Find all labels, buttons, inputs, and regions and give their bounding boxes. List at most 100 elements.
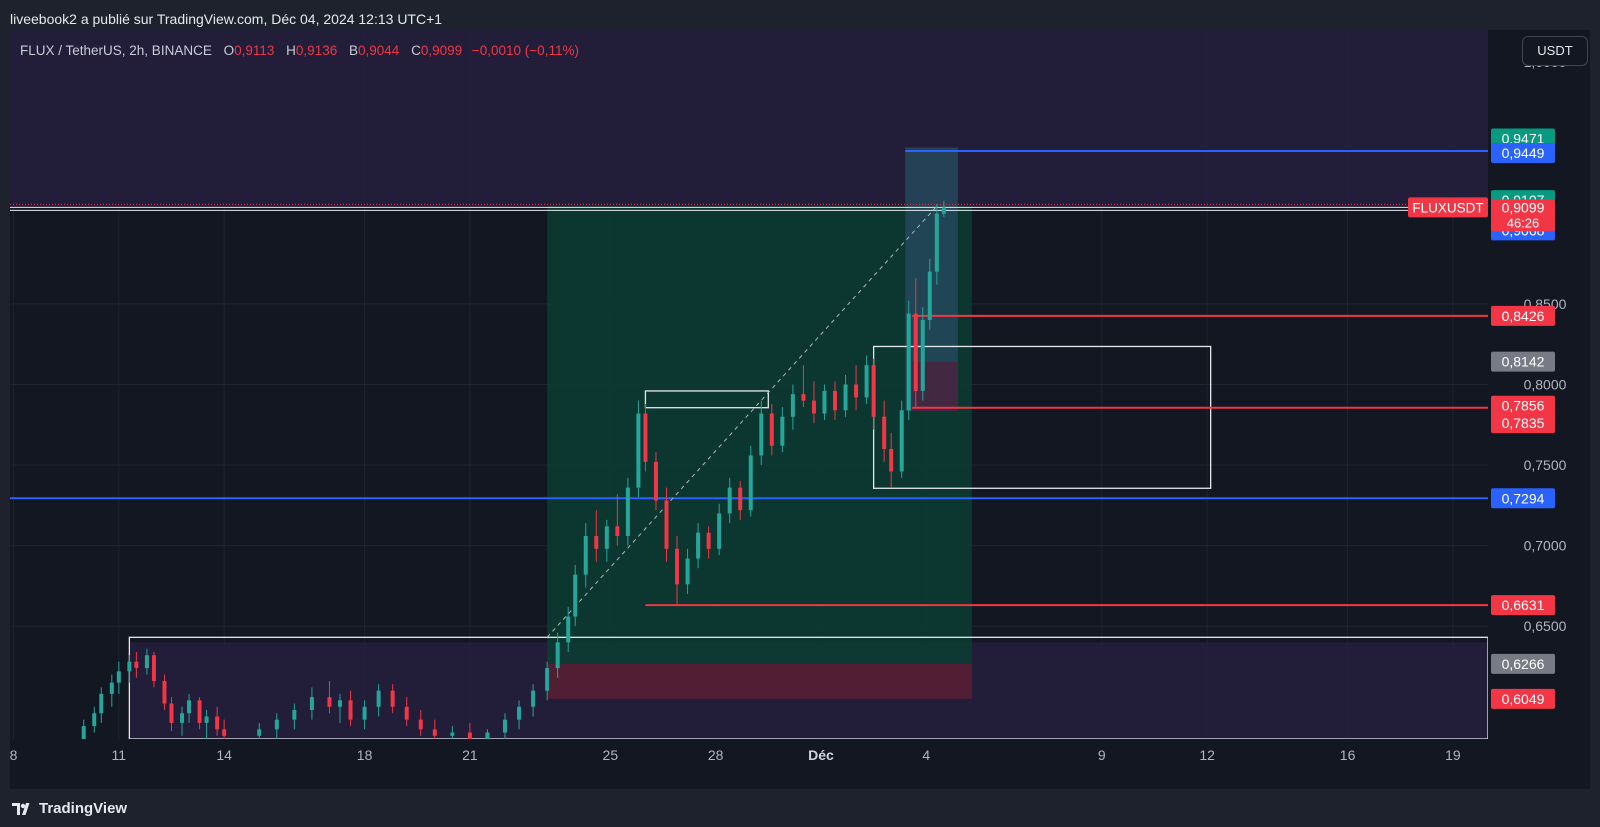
candle-up [696,532,701,559]
candle-up [941,207,946,214]
y-tick-label: 0,6500 [1524,618,1567,634]
candle-up [376,690,381,707]
candle-down [643,413,648,462]
y-tick-label: 0,8000 [1524,377,1567,393]
candle-up [583,535,588,575]
candle-up [822,390,827,414]
candle-up [636,413,641,488]
symbol-info[interactable]: FLUX / TetherUS, 2h, BINANCE [20,43,212,58]
candle-up [604,526,609,549]
y-tick-label: 0,7500 [1524,457,1567,473]
x-tick-label: 4 [922,747,930,763]
close-label: C [411,43,421,58]
footer: TradingView [0,789,1600,827]
tradingview-brand: TradingView [39,800,128,817]
y-tick-label: 0,7000 [1524,538,1567,554]
candle-up [625,487,630,536]
high-label: H [286,43,296,58]
last-price-label: 0,9099 [1502,199,1545,215]
x-tick-label: 25 [603,747,619,763]
candle-down [432,729,437,736]
candle-down [467,732,472,739]
x-tick-label: 18 [357,747,373,763]
candle-up [127,661,132,672]
x-tick-label: 11 [112,747,127,763]
candle-down [418,719,423,730]
candle-down [811,400,816,414]
x-tick-label: 8 [10,747,18,763]
price-label: 0,7294 [1502,490,1545,506]
candle-down [871,365,876,417]
candle-down [327,697,332,707]
candle-down [833,390,838,411]
open-label: O [223,43,235,58]
candle-up [906,313,911,411]
purple-zone-top[interactable] [10,30,1488,208]
change-value: −0,0010 (−0,11%) [471,43,579,58]
price-label-bg [1491,305,1555,326]
candle-down [854,384,859,398]
x-tick-label: 21 [462,747,478,763]
candle-up [566,616,571,643]
countdown-label: 46:26 [1507,215,1540,230]
candle-up [790,394,795,417]
price-label-bg [1491,595,1555,616]
candle-up [274,719,279,730]
candle-down [404,706,409,720]
high-value: 0,9136 [295,43,338,58]
candlestick-chart[interactable]: 1,00000,85000,80000,75000,70000,65008111… [10,30,1590,789]
x-tick-label: 19 [1445,747,1461,763]
candle-up [450,732,455,736]
ohlc-legend: FLUX / TetherUS, 2h, BINANCE O0,9113 H0,… [20,43,579,58]
consolidation-box-2[interactable] [644,390,769,409]
top-bar: liveebook2 a publié sur TradingView.com,… [0,0,1600,30]
candle-up [780,416,785,446]
candle-up [292,709,297,720]
candle-down [882,416,887,449]
candle-up [309,697,314,710]
price-label-bg [1491,395,1555,416]
candle-down [769,413,774,446]
candle-up [727,487,732,514]
x-tick-label: 28 [708,747,724,763]
candle-up [338,700,343,707]
candle-down [134,661,139,669]
candles-group [81,200,946,739]
candle-down [594,535,599,549]
candle-down [675,548,680,585]
candle-up [748,455,753,511]
candle-up [927,271,932,321]
candle-down [706,532,711,549]
low-label: B [348,43,358,58]
symbol-tag[interactable]: FLUXUSDT [1412,200,1483,215]
price-label: 0,9471 [1502,130,1545,146]
candle-up [934,213,939,272]
candle-down [653,461,658,501]
candle-up [92,713,97,727]
time-axis[interactable] [10,739,1488,789]
price-label: 0,8142 [1502,354,1545,370]
candle-up [485,732,490,739]
candle-up [81,726,86,739]
currency-unit-button[interactable]: USDT [1522,36,1588,66]
short-loss-zone[interactable] [912,361,958,412]
x-tick-label: 14 [216,747,232,763]
candle-down [169,703,174,723]
trend-line[interactable] [546,205,938,638]
x-tick-label: 9 [1098,747,1106,763]
chart-area[interactable]: 1,00000,85000,80000,75000,70000,65008111… [10,30,1590,789]
candle-down [664,500,669,549]
long-loss-zone[interactable] [547,663,972,699]
price-label-bg [1491,351,1555,372]
price-label: 0,6631 [1502,597,1545,613]
candle-up [144,655,149,669]
tradingview-logo[interactable]: TradingView [12,800,127,817]
price-label: 0,9449 [1502,145,1545,161]
candle-up [180,713,185,723]
close-value: 0,9099 [420,43,463,58]
candle-up [503,719,508,733]
candle-up [531,690,536,707]
open-value: 0,9113 [234,43,275,58]
symbol-tag-bg [1408,197,1488,218]
candle-down [738,487,743,511]
